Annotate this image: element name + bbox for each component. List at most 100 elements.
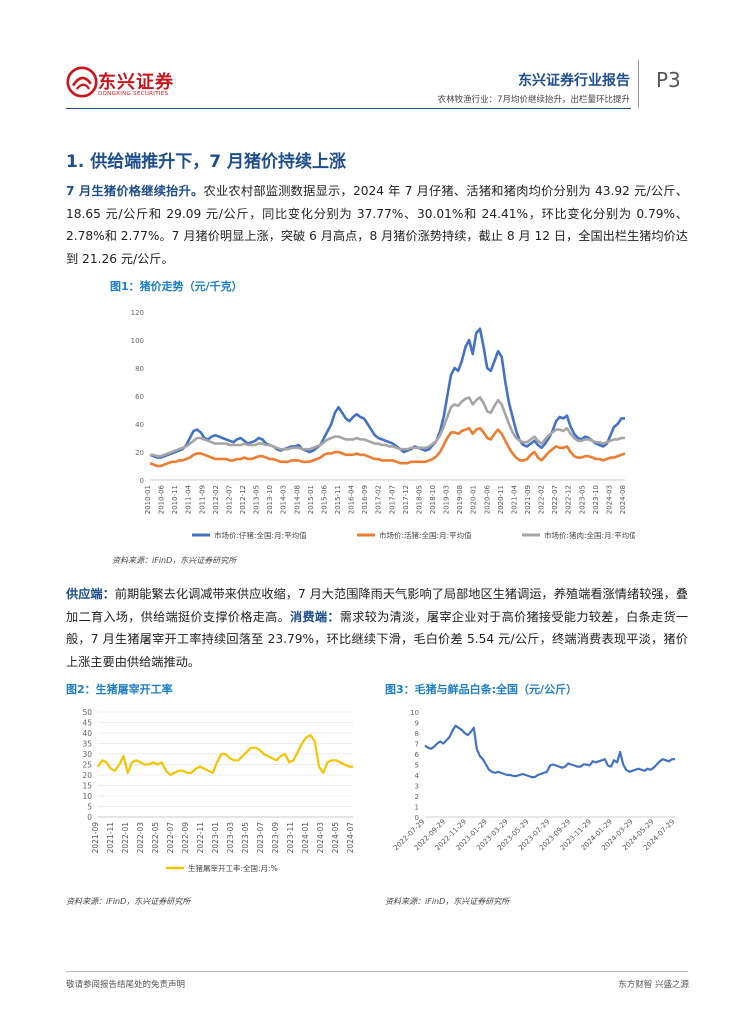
x-tick-label: 2023-03 <box>226 822 235 854</box>
series-line <box>149 327 625 459</box>
y-tick-label: 60 <box>135 393 144 401</box>
x-tick-label: 2016-09 <box>361 485 369 514</box>
y-tick-label: 1 <box>415 804 419 812</box>
report-title: 东兴证券行业报告 <box>518 73 630 89</box>
footer-disclaimer: 敬请参阅报告结尾处的免责声明 <box>66 980 186 990</box>
paragraph-1: 7 月生猪价格继续抬升。农业农村部监测数据显示，2024 年 7 月仔猪、活猪和… <box>66 180 688 270</box>
x-tick-label: 2011-09 <box>198 485 206 514</box>
x-tick-label: 2024-07 <box>346 822 355 854</box>
paragraph-1-body: 农业农村部监测数据显示，2024 年 7 月仔猪、活猪和猪肉均价分别为 43.9… <box>66 184 688 266</box>
x-tick-label: 2017-02 <box>375 485 383 514</box>
x-tick-label: 2023-09 <box>271 822 280 854</box>
x-tick-label: 2018-10 <box>429 485 437 514</box>
legend-label: 市场价:活猪:全国:月:平均值 <box>379 530 472 540</box>
series-line <box>97 733 353 777</box>
legend-label: 市场价:仔猪:全国:月:平均值 <box>214 530 307 540</box>
legend-label: 市场价:猪肉:全国:月:平均值 <box>544 530 635 540</box>
x-tick-label: 2013-10 <box>266 485 274 514</box>
logo-subtext: DONGXING SECURITIES <box>98 91 169 97</box>
x-tick-label: 2023-01 <box>211 822 220 854</box>
y-tick-label: 6 <box>415 751 420 759</box>
x-tick-label: 2015-01 <box>307 485 315 514</box>
x-tick-label: 2024-08 <box>619 485 627 514</box>
supply-body: 前期能繁去化调减带来供应收缩，7 月大范围降雨天气影响了局部地区生猪调运，养殖端… <box>66 587 689 624</box>
x-tick-label: 2022-02 <box>538 485 546 514</box>
x-tick-label: 2022-07 <box>166 822 175 854</box>
x-tick-label: 2012-12 <box>239 485 247 514</box>
x-tick-label: 2022-05 <box>151 822 160 854</box>
x-tick-label: 2014-08 <box>293 485 301 514</box>
x-tick-label: 2021-04 <box>510 484 518 514</box>
x-tick-label: 2015-11 <box>334 485 342 514</box>
x-tick-label: 2010-11 <box>171 485 179 514</box>
x-tick-label: 2023-11 <box>286 822 295 854</box>
price-spread-chart: 0123456789102022-07-292022-09-292022-11-… <box>392 709 676 852</box>
series-line <box>150 396 625 458</box>
figure-2-title: 图2：生猪屠宰开工率 <box>66 683 173 696</box>
legend-label: 生猪屠宰开工率:全国:月:% <box>188 863 278 873</box>
x-tick-label: 2017-12 <box>402 485 410 514</box>
y-tick-label: 40 <box>135 421 144 429</box>
x-tick-label: 2010-06 <box>158 484 166 514</box>
y-tick-label: 5 <box>415 762 419 770</box>
x-tick-label: 2020-01 <box>470 485 478 514</box>
y-tick-label: 0 <box>140 477 144 485</box>
y-tick-label: 0 <box>87 813 92 822</box>
y-tick-label: 30 <box>82 750 92 759</box>
y-tick-label: 35 <box>82 740 92 749</box>
logo-mark <box>66 66 98 98</box>
x-tick-label: 2020-06 <box>483 484 491 514</box>
x-tick-label: 2024-03 <box>605 485 613 514</box>
y-tick-label: 20 <box>135 449 144 457</box>
y-tick-label: 80 <box>135 365 144 373</box>
y-tick-label: 40 <box>82 729 92 738</box>
report-subtitle: 农林牧渔行业：7月均价继续抬升，出栏量环比提升 <box>437 95 630 105</box>
y-tick-label: 9 <box>415 720 419 728</box>
x-tick-label: 2012-07 <box>225 485 233 514</box>
x-tick-label: 2016-04 <box>348 484 356 514</box>
x-tick-label: 2011-04 <box>185 484 193 514</box>
y-tick-label: 25 <box>82 761 92 770</box>
demand-lead: 消费端： <box>290 609 340 624</box>
x-tick-label: 2017-07 <box>388 485 396 514</box>
x-tick-label: 2022-09 <box>181 822 190 854</box>
demand-body: 需求较为清淡，屠宰企业对于高价猪接受能力较差，白条走货一般，7 月生猪屠宰开工率… <box>66 609 689 669</box>
series-line <box>424 724 675 779</box>
y-tick-label: 8 <box>415 730 419 738</box>
y-tick-label: 5 <box>87 803 92 812</box>
x-tick-label: 2015-06 <box>320 484 328 514</box>
y-tick-label: 7 <box>415 741 419 749</box>
x-tick-label: 2023-05 <box>578 485 586 514</box>
x-tick-label: 2010-01 <box>144 485 152 514</box>
x-tick-label: 2023-07 <box>256 822 265 854</box>
header-rule <box>66 108 631 109</box>
y-tick-label: 20 <box>82 771 92 780</box>
footer-slogan: 东方财智 兴盛之源 <box>618 980 689 990</box>
y-tick-label: 120 <box>131 309 144 317</box>
section-title: 1. 供给端推升下，7 月猪价持续上涨 <box>66 152 346 172</box>
x-tick-label: 2023-10 <box>592 485 600 514</box>
figure-3-source: 资料来源：iFinD，东兴证券研究所 <box>385 897 510 906</box>
figure-1-title: 图1：猪价走势（元/千克） <box>110 280 243 293</box>
logo-text: 东兴证券 <box>98 72 174 93</box>
paragraph-1-lead: 7 月生猪价格继续抬升。 <box>66 184 204 198</box>
series-line <box>149 426 626 468</box>
figure-2-source: 资料来源：iFinD，东兴证券研究所 <box>66 897 191 906</box>
y-tick-label: 50 <box>82 708 92 717</box>
x-tick-label: 2024-05 <box>331 822 340 854</box>
x-tick-label: 2022-03 <box>136 822 145 854</box>
x-tick-label: 2022-01 <box>121 822 130 854</box>
x-tick-label: 2023-05 <box>241 822 250 854</box>
x-tick-label: 2021-09 <box>91 822 100 854</box>
y-tick-label: 15 <box>82 782 92 791</box>
paragraph-2: 供应端：前期能繁去化调减带来供应收缩，7 月大范围降雨天气影响了局部地区生猪调运… <box>66 583 688 673</box>
x-tick-label: 2022-12 <box>565 485 573 514</box>
y-tick-label: 10 <box>82 792 92 801</box>
x-tick-label: 2024-01 <box>301 822 310 854</box>
figure-1-source: 资料来源：iFinD，东兴证券研究所 <box>112 556 237 565</box>
x-tick-label: 2014-03 <box>280 485 288 514</box>
footer-rule <box>66 971 688 972</box>
header-divider <box>638 60 639 108</box>
x-tick-label: 2020-11 <box>497 485 505 514</box>
